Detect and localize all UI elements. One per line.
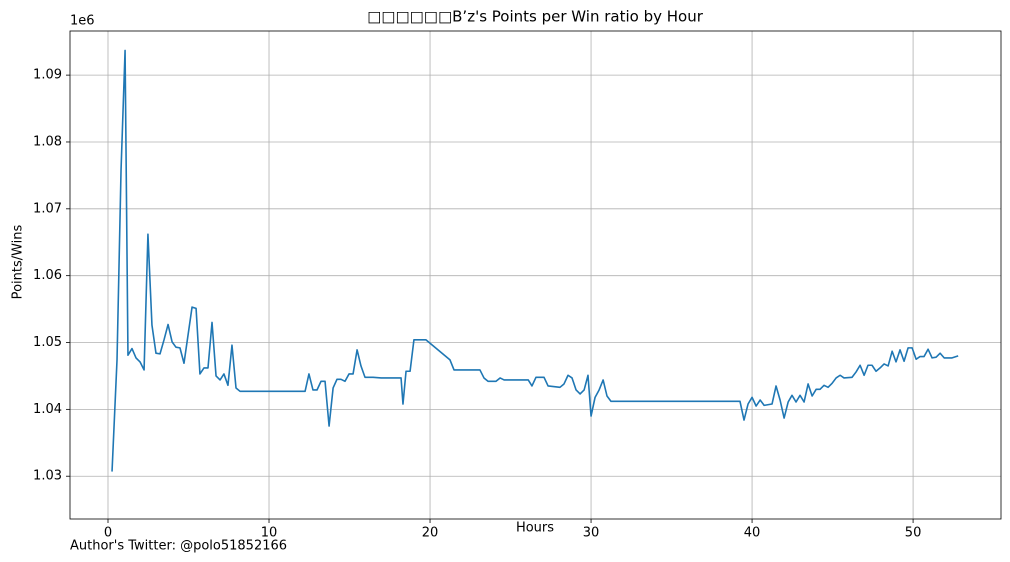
line <box>111 49 959 472</box>
x-tick-label: 20 <box>422 526 439 541</box>
x-tick-label: 40 <box>744 526 761 541</box>
y-axis-label: Points/Wins <box>11 224 26 299</box>
x-tick-label: 30 <box>583 526 600 541</box>
x-tick-label: 10 <box>261 526 278 541</box>
y-tick-label: 1.08 <box>33 134 62 149</box>
footer: Author's Twitter: @polo51852166 <box>70 539 287 554</box>
x-axis-label: Hours <box>516 521 554 536</box>
x-tick-label: 0 <box>104 526 112 541</box>
y-tick-label: 1.03 <box>33 469 62 484</box>
x-tick-label: 50 <box>905 526 922 541</box>
plot-frame <box>69 30 1002 520</box>
y-tick-label: 1.06 <box>33 268 62 283</box>
chart-title: □□□□□□B’z's Points per Win ratio by Hour <box>367 8 704 26</box>
y-tick-label: 1.07 <box>33 201 62 216</box>
y-tick-label: 1.04 <box>33 402 62 417</box>
y-offset-label: 1e6 <box>70 14 95 29</box>
y-tick-label: 1.05 <box>33 335 62 350</box>
y-tick-label: 1.09 <box>33 68 62 83</box>
